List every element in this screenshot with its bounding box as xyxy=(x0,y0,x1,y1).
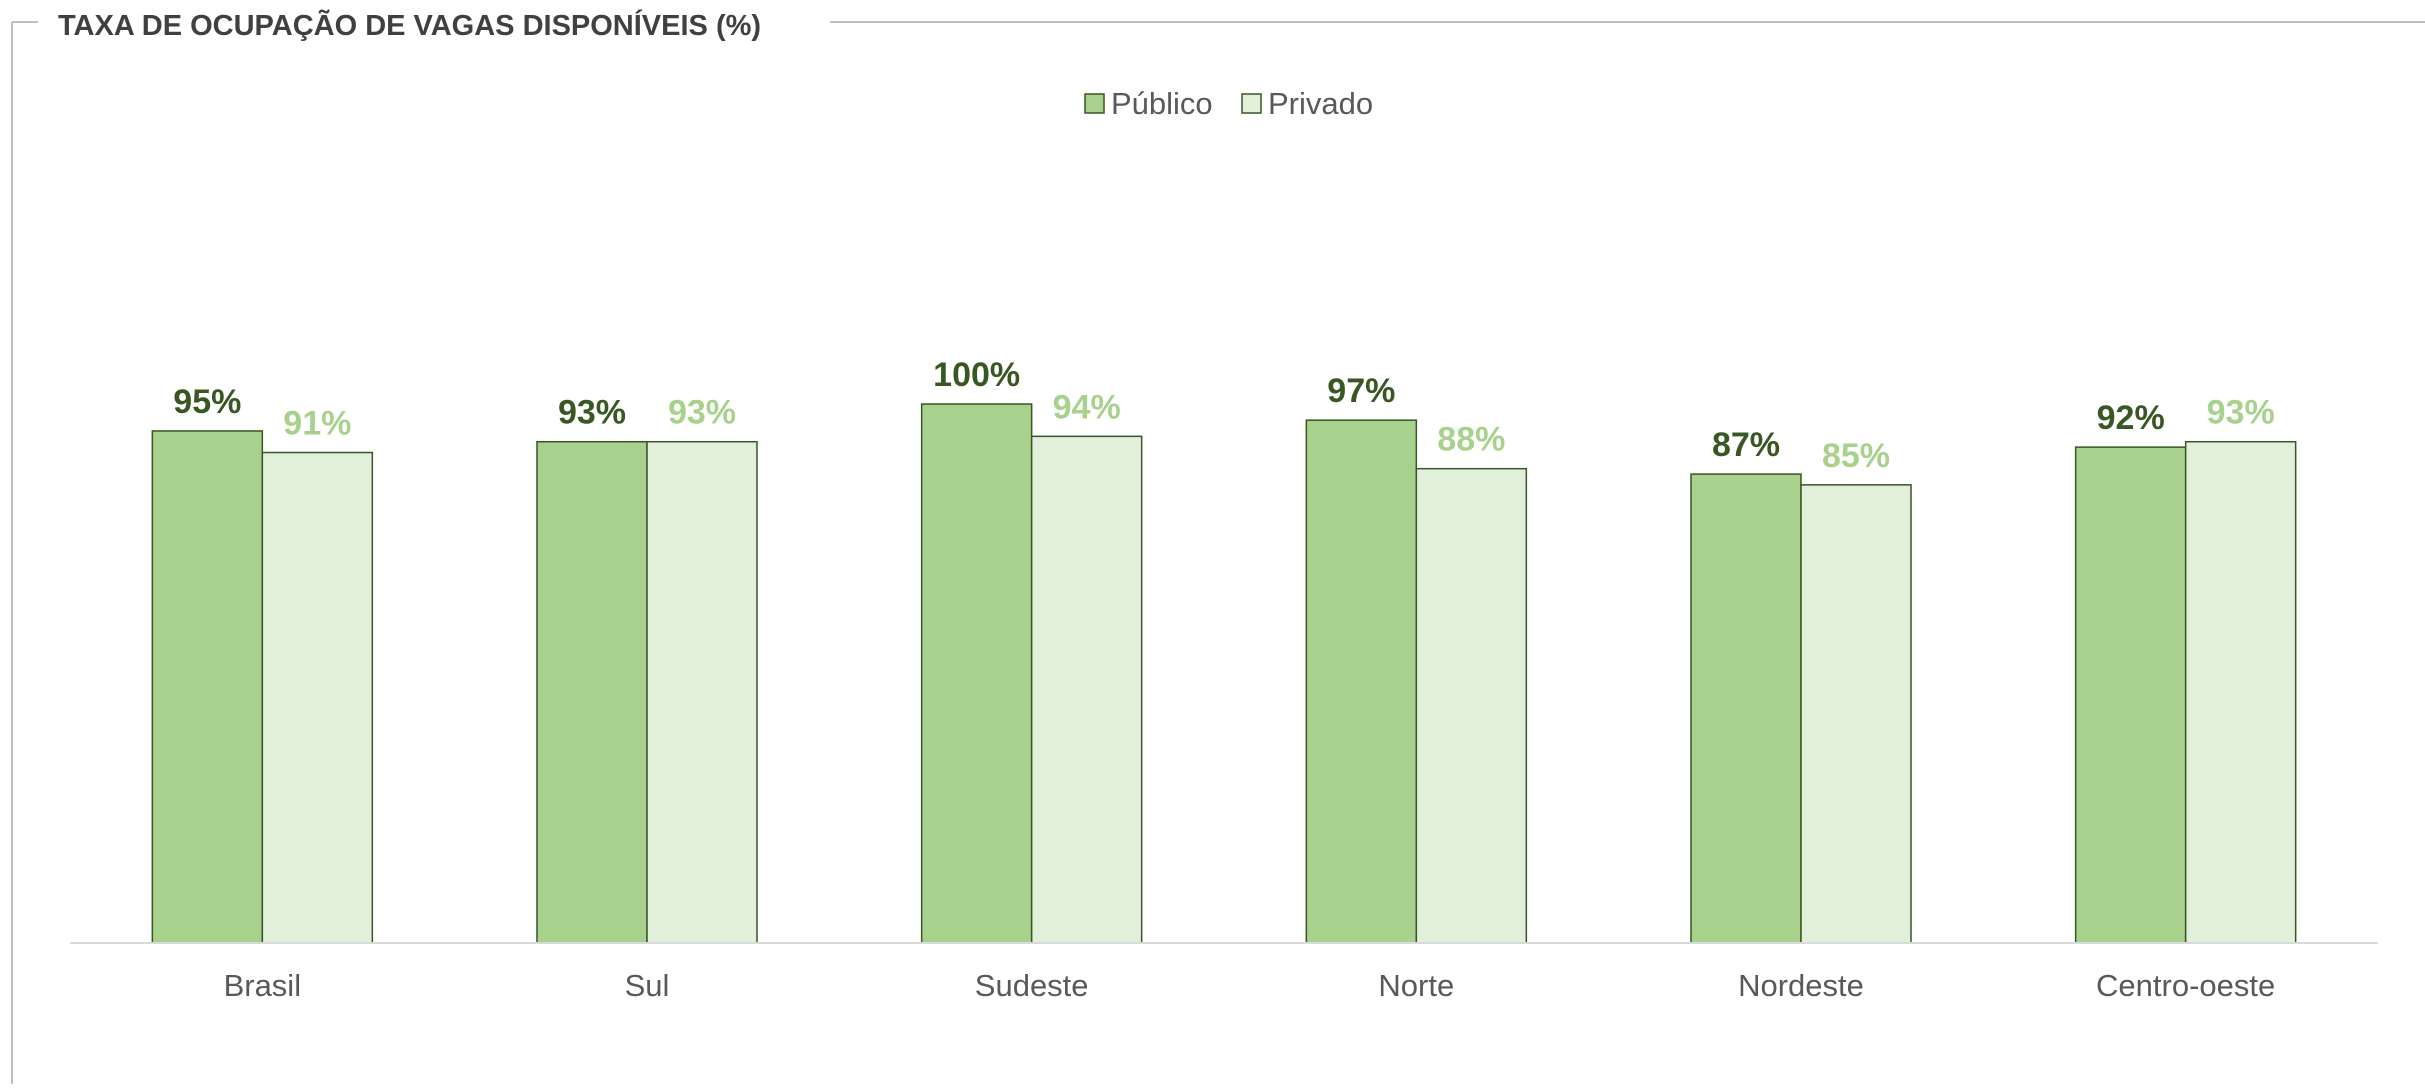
data-label-publico-centro-oeste: 92% xyxy=(2097,399,2165,437)
data-label-privado-sudeste: 94% xyxy=(1053,388,1121,426)
category-label-brasil: Brasil xyxy=(224,968,302,1003)
data-label-privado-brasil: 91% xyxy=(283,405,351,443)
category-label-norte: Norte xyxy=(1378,968,1454,1003)
data-label-publico-sudeste: 100% xyxy=(933,356,1020,394)
legend-swatch-privado xyxy=(1241,93,1262,114)
data-label-publico-norte: 97% xyxy=(1327,372,1395,410)
legend: Público Privado xyxy=(1084,86,1373,121)
data-label-privado-norte: 88% xyxy=(1437,421,1505,459)
legend-label-publico: Público xyxy=(1111,86,1213,121)
chart-frame xyxy=(11,21,2425,1084)
bar-publico-sudeste xyxy=(920,403,1033,944)
bars-group xyxy=(151,403,2297,944)
bar-privado-sul xyxy=(646,440,758,944)
data-label-privado-nordeste: 85% xyxy=(1822,437,1890,475)
category-label-centro-oeste: Centro-oeste xyxy=(2096,968,2275,1003)
bar-privado-nordeste xyxy=(1800,484,1912,944)
chart-title: TAXA DE OCUPAÇÃO DE VAGAS DISPONÍVEIS (%… xyxy=(58,8,761,42)
bar-privado-brasil xyxy=(261,451,374,944)
data-labels-group: 95% 91% 93% 93% 100% 94% 97% 88% 87% 85% 92% 93% xyxy=(173,356,2274,475)
data-label-privado-sul: 93% xyxy=(668,394,736,432)
data-label-privado-centro-oeste: 93% xyxy=(2207,394,2275,432)
category-label-sudeste: Sudeste xyxy=(975,968,1089,1003)
data-label-publico-brasil: 95% xyxy=(173,383,241,421)
legend-label-privado: Privado xyxy=(1268,86,1373,121)
bar-publico-sul xyxy=(536,440,648,944)
bar-publico-nordeste xyxy=(1690,473,1802,944)
data-label-publico-sul: 93% xyxy=(558,394,626,432)
bar-privado-norte xyxy=(1415,467,1528,944)
bar-publico-norte xyxy=(1305,419,1418,944)
category-label-sul: Sul xyxy=(625,968,670,1003)
bar-privado-sudeste xyxy=(1030,435,1143,944)
bar-publico-centro-oeste xyxy=(2074,446,2187,944)
category-label-nordeste: Nordeste xyxy=(1738,968,1864,1003)
bar-privado-centro-oeste xyxy=(2184,440,2297,944)
category-labels-group: Brasil Sul Sudeste Norte Nordeste Centro-oest… xyxy=(224,968,2276,1003)
bar-publico-brasil xyxy=(151,430,264,944)
legend-swatch-publico xyxy=(1084,93,1105,114)
data-label-publico-nordeste: 87% xyxy=(1712,426,1780,464)
